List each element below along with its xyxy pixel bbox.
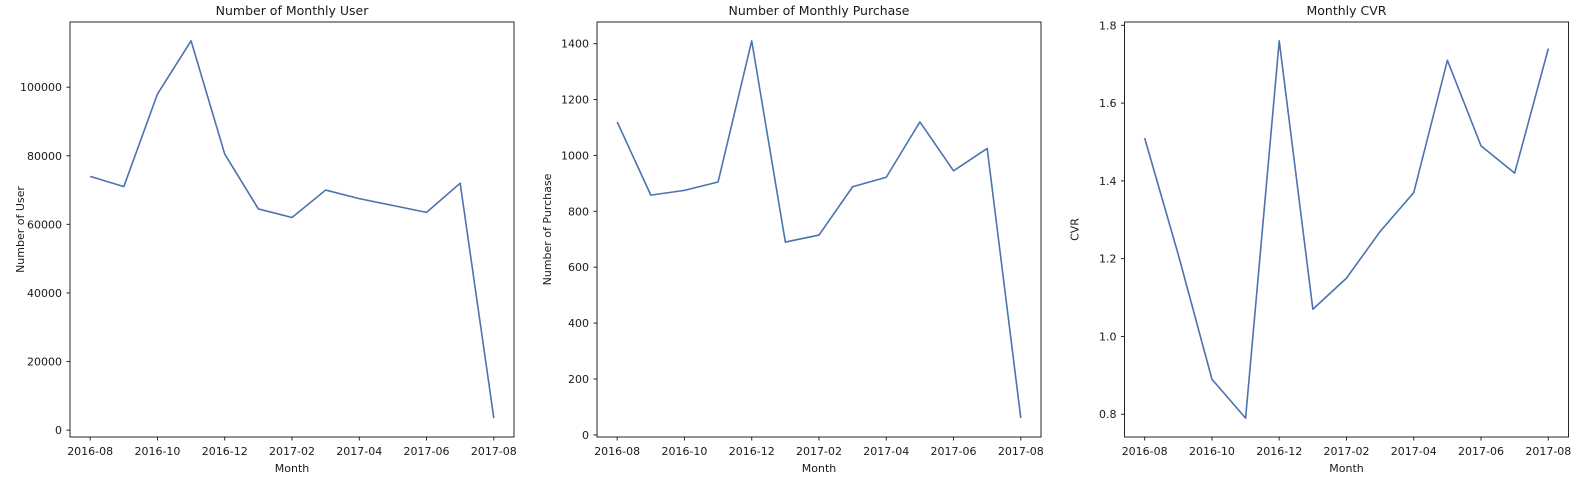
x-tick-label: 2016-08: [1122, 445, 1168, 458]
x-tick-label: 2017-04: [336, 445, 382, 458]
y-tick-label: 0: [55, 424, 62, 437]
x-tick-label: 2017-02: [1324, 445, 1370, 458]
y-tick-label: 100000: [20, 81, 62, 94]
axes-spines: [69, 21, 515, 438]
chart-monthly-purchase: 0 200 400 600 800 1000 1200 1400 2016-08 2016-10 2…: [527, 0, 1054, 482]
y-tick-label: 600: [568, 261, 589, 274]
y-axis-label: Number of User: [14, 186, 27, 273]
chart-title: Number of Monthly Purchase: [729, 3, 910, 18]
chart-monthly-user: 0 20000 40000 60000 80000 100000 2016-08 2016-1…: [0, 0, 527, 482]
chart-monthly-cvr: 0.8 1.0 1.2 1.4 1.6 1.8 2016-08 2016-10 2016-12 2…: [1054, 0, 1581, 482]
chart-title: Number of Monthly User: [216, 3, 370, 18]
y-tick-label: 40000: [27, 287, 62, 300]
x-tick-label: 2016-10: [661, 445, 707, 458]
x-axis-label: Month: [275, 462, 310, 475]
chart-monthly-purchase-canvas: 0 200 400 600 800 1000 1200 1400 2016-08 2016-10 2…: [541, 3, 1044, 475]
y-tick-label: 800: [568, 205, 589, 218]
x-axis-label: Month: [1329, 462, 1364, 475]
x-tick-label: 2016-12: [729, 445, 775, 458]
y-tick-label: 0: [582, 429, 589, 442]
x-tick-label: 2017-02: [269, 445, 315, 458]
x-tick-label: 2017-04: [863, 445, 909, 458]
chart-monthly-cvr-canvas: 0.8 1.0 1.2 1.4 1.6 1.8 2016-08 2016-10 2016-12 2…: [1069, 3, 1572, 475]
y-tick-label: 60000: [27, 218, 62, 231]
axes-spines: [1124, 21, 1569, 438]
x-tick-label: 2016-12: [1256, 445, 1302, 458]
axes-spines: [596, 21, 1042, 438]
y-axis-label: CVR: [1069, 218, 1082, 241]
x-tick-label: 2016-10: [134, 445, 180, 458]
x-tick-label: 2017-08: [998, 445, 1044, 458]
series-line: [89, 40, 495, 419]
x-tick-label: 2016-10: [1189, 445, 1235, 458]
x-tick-label: 2017-08: [1525, 445, 1571, 458]
chart-monthly-user-canvas: 0 20000 40000 60000 80000 100000 2016-08 2016-1…: [14, 3, 517, 475]
chart-title: Monthly CVR: [1307, 3, 1387, 18]
series-line: [1143, 40, 1550, 419]
y-tick-label: 1.0: [1099, 330, 1117, 343]
x-tick-label: 2017-06: [404, 445, 450, 458]
series-line: [616, 40, 1022, 419]
y-tick-label: 1200: [561, 94, 589, 107]
y-tick-label: 1.6: [1099, 97, 1117, 110]
x-tick-label: 2017-08: [471, 445, 517, 458]
y-tick-label: 1400: [561, 38, 589, 51]
y-tick-label: 1.8: [1099, 19, 1117, 32]
y-axis-label: Number of Purchase: [541, 173, 554, 285]
x-tick-label: 2017-02: [796, 445, 842, 458]
x-tick-label: 2016-12: [202, 445, 248, 458]
y-tick-label: 400: [568, 317, 589, 330]
y-tick-label: 200: [568, 373, 589, 386]
x-tick-label: 2017-06: [931, 445, 977, 458]
y-tick-label: 20000: [27, 356, 62, 369]
y-tick-label: 0.8: [1099, 408, 1117, 421]
x-tick-label: 2016-08: [594, 445, 640, 458]
y-tick-label: 1.2: [1099, 253, 1117, 266]
y-tick-label: 1000: [561, 149, 589, 162]
x-tick-label: 2017-04: [1391, 445, 1437, 458]
x-tick-label: 2016-08: [67, 445, 113, 458]
y-tick-label: 80000: [27, 150, 62, 163]
x-axis-label: Month: [802, 462, 837, 475]
y-tick-label: 1.4: [1099, 175, 1117, 188]
x-tick-label: 2017-06: [1458, 445, 1504, 458]
